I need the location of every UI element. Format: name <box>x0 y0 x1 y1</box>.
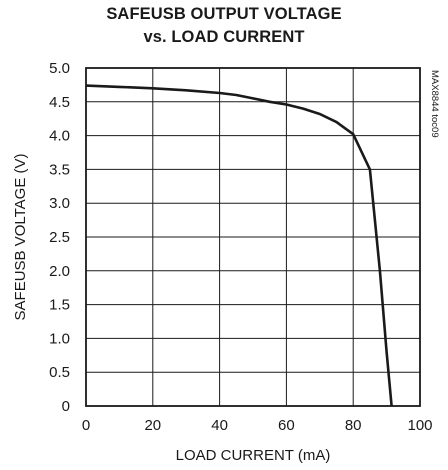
x-tick-label: 40 <box>211 417 228 434</box>
x-axis-label: LOAD CURRENT (mA) <box>176 447 331 464</box>
y-tick-label: 4.5 <box>49 94 70 111</box>
y-tick-labels: 0 0.5 1.0 1.5 2.0 2.5 3.0 3.5 4.0 4.5 5.0 <box>49 60 70 415</box>
y-tick-label: 2.5 <box>49 229 70 246</box>
chart-title-line2: vs. LOAD CURRENT <box>143 28 305 46</box>
y-tick-label: 1.0 <box>49 330 70 347</box>
plot-frame <box>85 67 421 407</box>
document-tag: MAX8844 toc09 <box>429 70 440 138</box>
grid <box>85 67 421 407</box>
y-tick-label: 3.5 <box>49 161 70 178</box>
series-line-safeusb-voltage <box>85 84 393 407</box>
x-tick-label: 20 <box>144 417 161 434</box>
y-tick-label: 2.0 <box>49 263 70 280</box>
y-tick-label: 0.5 <box>49 364 70 381</box>
x-tick-label: 80 <box>345 417 362 434</box>
x-tick-label: 0 <box>82 417 90 434</box>
y-axis-label: SAFEUSB VOLTAGE (V) <box>12 154 29 321</box>
y-tick-label: 4.0 <box>49 128 70 145</box>
y-tick-label: 3.0 <box>49 195 70 212</box>
chart-title-line1: SAFEUSB OUTPUT VOLTAGE <box>106 5 342 23</box>
x-tick-label: 100 <box>407 417 432 434</box>
y-tick-label: 1.5 <box>49 297 70 314</box>
y-tick-label: 0 <box>62 398 70 415</box>
x-tick-labels: 0 20 40 60 80 100 <box>82 417 433 434</box>
y-tick-label: 5.0 <box>49 60 70 77</box>
x-tick-label: 60 <box>278 417 295 434</box>
